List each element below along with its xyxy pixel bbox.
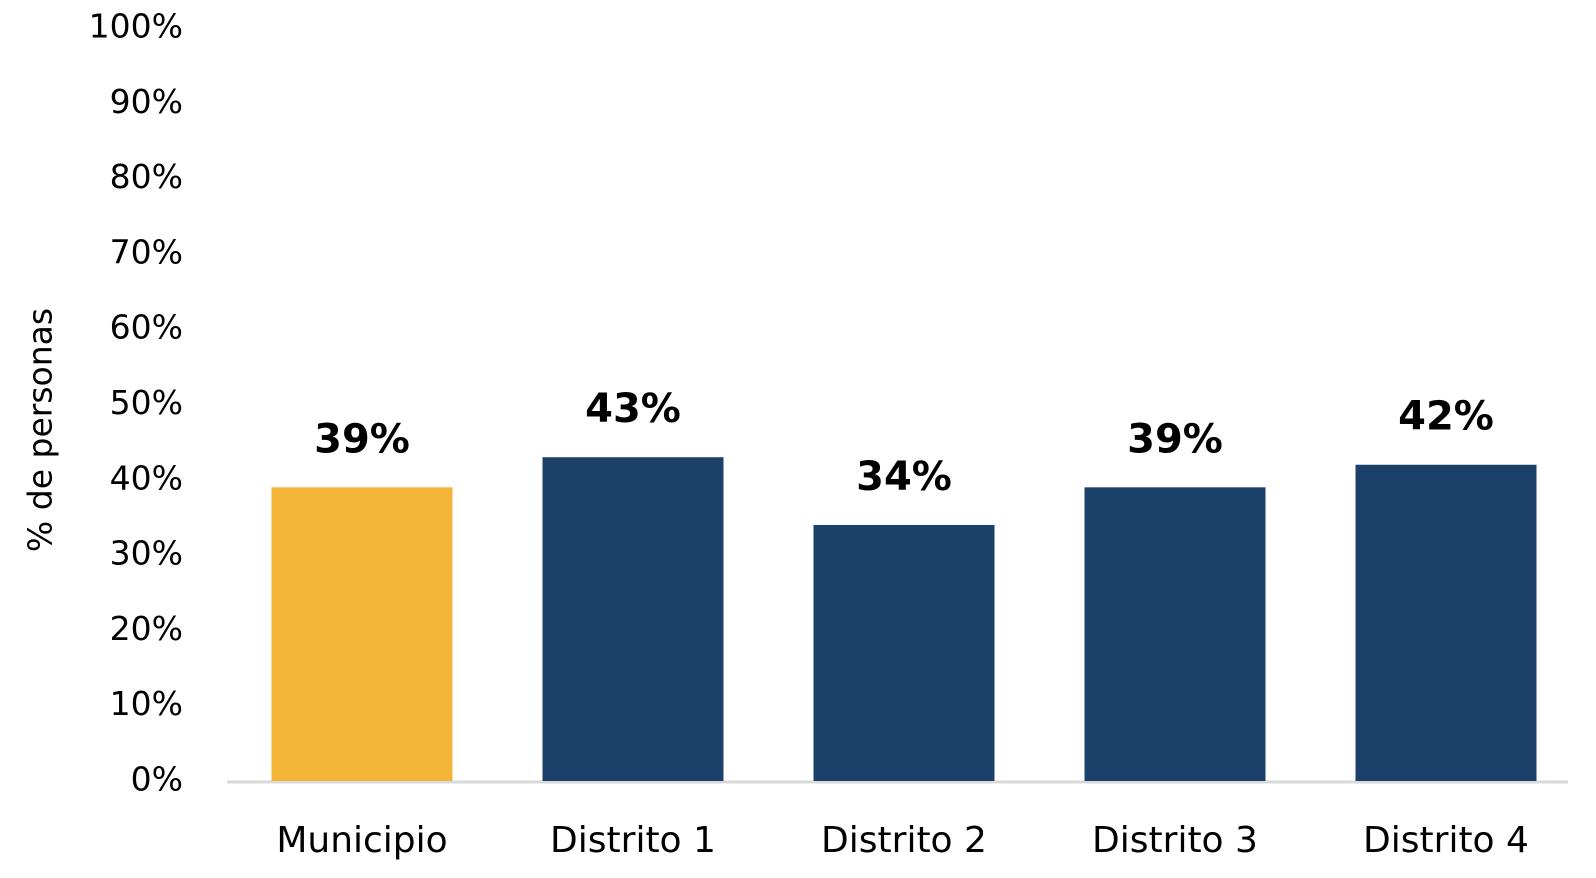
bar xyxy=(813,524,995,781)
bar xyxy=(271,487,453,781)
y-tick-label: 50% xyxy=(110,383,183,422)
value-label: 39% xyxy=(1127,416,1223,462)
bar xyxy=(1355,464,1537,781)
bar xyxy=(542,457,724,781)
value-label: 42% xyxy=(1398,394,1494,440)
x-tick-label: Distrito 4 xyxy=(1363,820,1529,861)
x-tick-label: Distrito 2 xyxy=(821,820,987,861)
bar xyxy=(1084,487,1266,781)
y-tick-label: 30% xyxy=(110,534,183,573)
y-tick-label: 100% xyxy=(89,7,183,46)
value-label: 43% xyxy=(585,386,681,432)
y-tick-label: 70% xyxy=(110,232,183,271)
x-tick-label: Municipio xyxy=(276,820,447,861)
y-tick-label: 60% xyxy=(110,308,183,347)
y-tick-label: 90% xyxy=(110,82,183,121)
value-label: 39% xyxy=(314,416,410,462)
y-tick-label: 20% xyxy=(110,609,183,648)
y-tick-label: 0% xyxy=(131,760,183,799)
x-tick-label: Distrito 1 xyxy=(550,820,716,861)
y-axis-title: % de personas xyxy=(21,308,60,552)
y-tick-label: 40% xyxy=(110,458,183,497)
y-tick-label: 80% xyxy=(110,157,183,196)
value-label: 34% xyxy=(856,454,952,500)
x-tick-label: Distrito 3 xyxy=(1092,820,1258,861)
y-tick-label: 10% xyxy=(110,684,183,723)
